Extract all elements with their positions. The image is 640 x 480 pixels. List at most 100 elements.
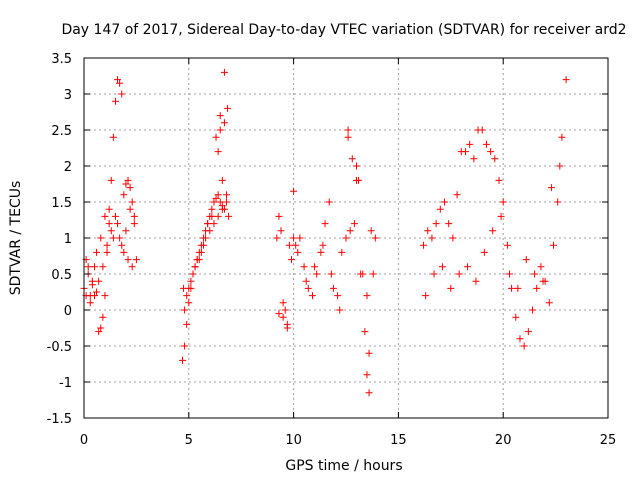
data-point	[522, 256, 530, 264]
data-point	[290, 234, 298, 242]
data-point	[279, 299, 287, 307]
data-point	[86, 299, 94, 307]
data-point	[185, 299, 193, 307]
x-axis-title: GPS time / hours	[285, 458, 402, 474]
data-point	[365, 389, 373, 397]
data-point	[212, 133, 220, 141]
data-point	[120, 248, 128, 256]
data-point	[329, 284, 337, 292]
data-point	[508, 284, 516, 292]
data-point	[220, 119, 228, 127]
data-point	[93, 248, 101, 256]
data-point	[199, 241, 207, 249]
data-point	[107, 227, 115, 235]
data-point	[105, 220, 113, 228]
data-point	[313, 270, 321, 278]
data-point	[218, 205, 226, 213]
x-tick-label: 15	[390, 433, 407, 448]
data-point	[447, 284, 455, 292]
data-point	[491, 155, 499, 163]
data-point	[441, 198, 449, 206]
data-point	[103, 241, 111, 249]
data-point	[562, 76, 570, 84]
data-point	[539, 277, 547, 285]
data-point	[224, 104, 232, 112]
data-point	[455, 270, 463, 278]
data-point	[93, 288, 101, 296]
data-point	[436, 205, 444, 213]
data-point	[189, 270, 197, 278]
data-point	[487, 148, 495, 156]
data-point	[420, 241, 428, 249]
data-point	[478, 126, 486, 134]
data-point	[84, 263, 92, 271]
data-point	[302, 277, 310, 285]
y-tick-label: 1	[64, 232, 72, 247]
data-point	[344, 133, 352, 141]
data-point	[126, 205, 134, 213]
data-point	[558, 133, 566, 141]
data-point	[105, 205, 113, 213]
data-point	[352, 176, 360, 184]
data-point	[470, 155, 478, 163]
data-point	[438, 263, 446, 271]
data-point	[88, 281, 96, 289]
data-point	[130, 220, 138, 228]
data-point	[126, 184, 134, 192]
y-tick-label: 0	[64, 304, 72, 319]
data-point	[107, 176, 115, 184]
data-point	[210, 198, 218, 206]
data-point	[311, 263, 319, 271]
data-point	[187, 277, 195, 285]
data-point	[304, 284, 312, 292]
data-point	[482, 140, 490, 148]
data-point	[183, 320, 191, 328]
data-point	[292, 241, 300, 249]
chart-title: Day 147 of 2017, Sidereal Day-to-day VTE…	[61, 22, 626, 38]
data-point	[321, 220, 329, 228]
data-point	[118, 90, 126, 98]
data-point	[533, 284, 541, 292]
y-tick-label: -0.5	[47, 340, 72, 355]
data-point	[344, 126, 352, 134]
data-point	[499, 198, 507, 206]
data-point	[512, 313, 520, 321]
data-point	[212, 194, 220, 202]
data-point	[365, 349, 373, 357]
data-point	[290, 187, 298, 195]
y-tick-label: 3	[64, 88, 72, 103]
data-point	[97, 324, 105, 332]
data-point	[325, 198, 333, 206]
data-point	[371, 234, 379, 242]
data-point	[357, 270, 365, 278]
data-point	[116, 79, 124, 87]
data-point	[101, 292, 109, 300]
data-point	[130, 212, 138, 220]
data-point	[547, 184, 555, 192]
data-point	[120, 191, 128, 199]
data-point	[489, 227, 497, 235]
data-point	[361, 328, 369, 336]
data-point	[210, 220, 218, 228]
y-tick-label: 3.5	[51, 52, 72, 67]
data-point	[430, 270, 438, 278]
data-point	[122, 180, 130, 188]
data-point	[132, 256, 140, 264]
x-tick-label: 20	[495, 433, 512, 448]
data-point	[97, 234, 105, 242]
data-point	[554, 198, 562, 206]
data-point	[296, 234, 304, 242]
data-point	[214, 212, 222, 220]
data-point	[103, 248, 111, 256]
data-point	[206, 227, 214, 235]
data-point	[308, 292, 316, 300]
data-point	[348, 155, 356, 163]
y-tick-label: -1	[59, 376, 72, 391]
data-point	[275, 310, 283, 318]
data-point	[545, 299, 553, 307]
data-point	[95, 277, 103, 285]
data-point	[495, 176, 503, 184]
data-point	[118, 241, 126, 249]
data-point	[191, 263, 199, 271]
tick-labels: 0 5 10 15 20 25 -1.5 -1 -0.5 0 0.5 1 1.5 2 2.5 3 3.5	[47, 52, 617, 448]
